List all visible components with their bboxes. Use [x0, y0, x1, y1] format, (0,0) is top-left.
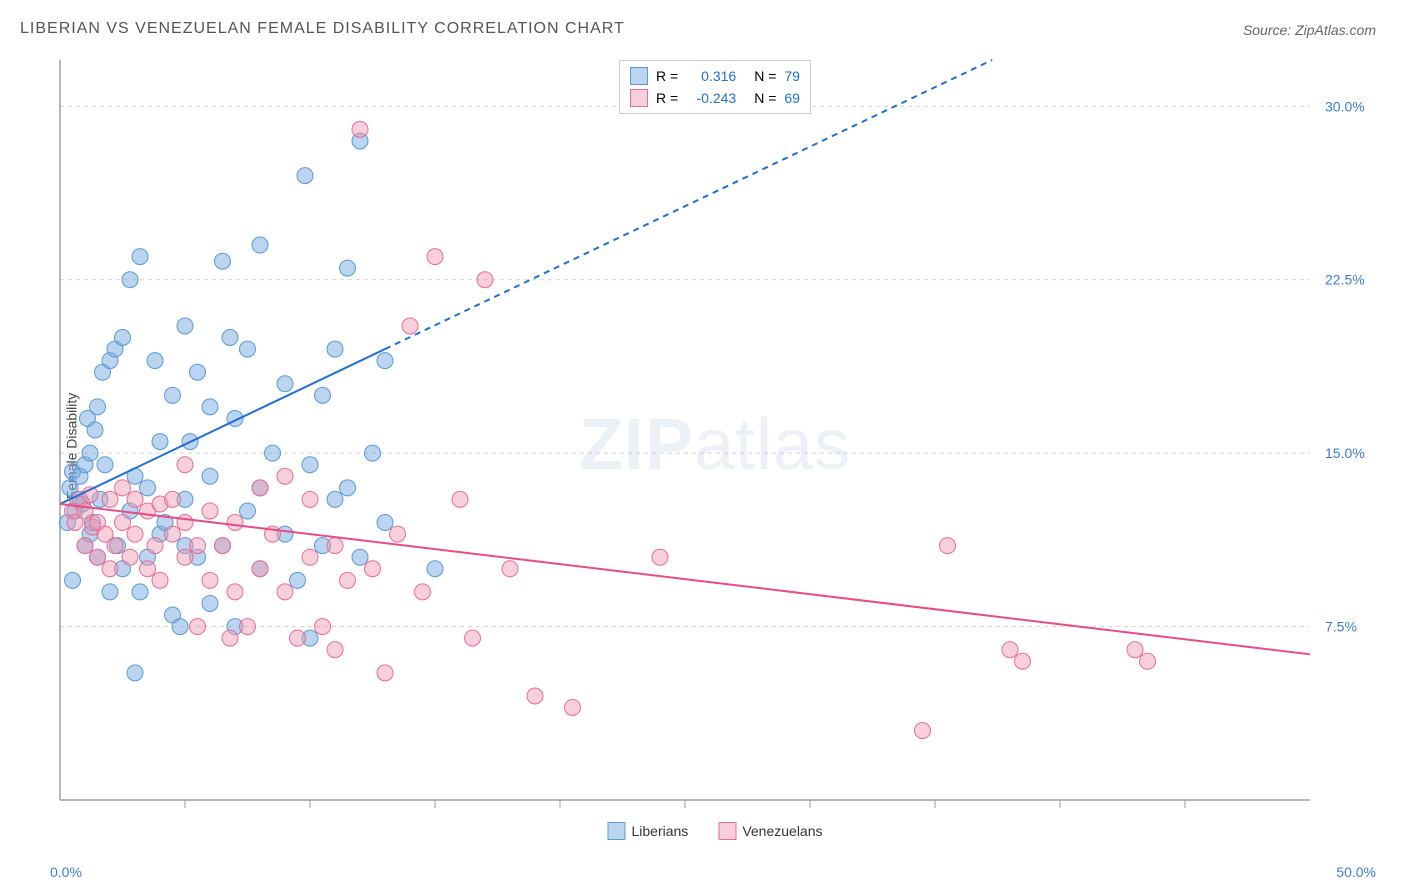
legend-swatch-icon — [718, 822, 736, 840]
svg-text:30.0%: 30.0% — [1325, 98, 1365, 114]
legend-swatch-liberians — [630, 67, 648, 85]
chart-title: LIBERIAN VS VENEZUELAN FEMALE DISABILITY… — [20, 20, 625, 38]
n-label-text: N = — [754, 90, 776, 106]
correlation-chart-container: LIBERIAN VS VENEZUELAN FEMALE DISABILITY… — [0, 0, 1406, 892]
correlation-legend: R = 0.316 N = 79 R = -0.243 N = 69 — [619, 60, 811, 114]
n-label-text: N = — [754, 68, 776, 84]
legend-swatch-icon — [607, 822, 625, 840]
x-axis-min-label: 0.0% — [50, 864, 82, 880]
n-value-venezuelans: 69 — [784, 90, 800, 106]
series-legend: Liberians Venezuelans — [607, 822, 822, 840]
chart-source: Source: ZipAtlas.com — [1243, 22, 1376, 38]
r-value-venezuelans: -0.243 — [686, 90, 736, 106]
legend-label-venezuelans: Venezuelans — [742, 823, 822, 839]
legend-row-venezuelans: R = -0.243 N = 69 — [630, 87, 800, 109]
r-value-liberians: 0.316 — [686, 68, 736, 84]
r-label-text: R = — [656, 68, 678, 84]
svg-text:7.5%: 7.5% — [1325, 619, 1357, 635]
x-axis-max-label: 50.0% — [1336, 864, 1376, 880]
legend-row-liberians: R = 0.316 N = 79 — [630, 65, 800, 87]
svg-text:15.0%: 15.0% — [1325, 445, 1365, 461]
legend-label-liberians: Liberians — [631, 823, 688, 839]
plot-area: 7.5%15.0%22.5%30.0% ZIPatlas R = 0.316 N… — [50, 50, 1380, 840]
legend-item-venezuelans: Venezuelans — [718, 822, 822, 840]
legend-item-liberians: Liberians — [607, 822, 688, 840]
n-value-liberians: 79 — [784, 68, 800, 84]
r-label-text: R = — [656, 90, 678, 106]
legend-swatch-venezuelans — [630, 89, 648, 107]
chart-svg: 7.5% 15.0% 22.5% 30.0% — [50, 50, 1380, 840]
svg-text:22.5%: 22.5% — [1325, 272, 1365, 288]
